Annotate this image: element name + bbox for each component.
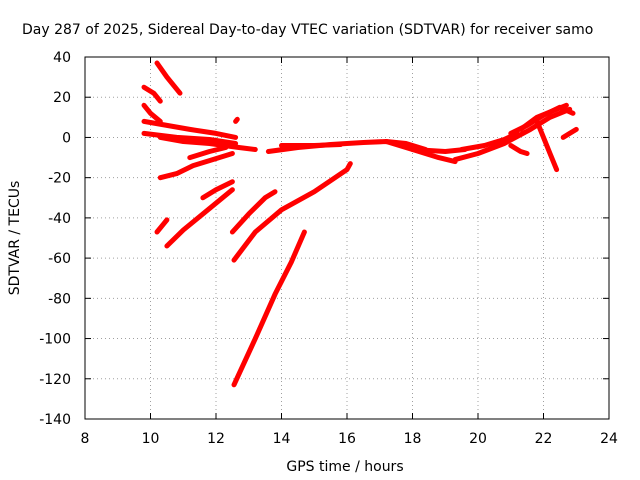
chart-title: Day 287 of 2025, Sidereal Day-to-day VTE… <box>22 22 593 38</box>
data-arc-arc-12 <box>410 147 468 154</box>
x-tick-label: 22 <box>535 431 553 447</box>
y-tick-labels: 40 20 0 -20 -40 -60 -80 -100 -120 -140 <box>39 50 71 428</box>
y-tick-label: -80 <box>48 291 71 307</box>
data-arc-arc-22 <box>200 179 235 201</box>
data-arc-arc-4 <box>141 118 239 140</box>
data-arc-arc-24 <box>231 161 353 263</box>
axis-ticks <box>84 56 610 420</box>
data-arc-arc-1 <box>154 60 183 96</box>
x-tick-label: 12 <box>207 431 225 447</box>
y-tick-label: 40 <box>53 50 71 66</box>
data-arc-arc-17 <box>508 143 530 156</box>
y-tick-label: -40 <box>48 211 71 227</box>
data-arc-arc-25 <box>231 229 307 388</box>
y-tick-label: 20 <box>53 90 71 106</box>
data-arc-arc-7 <box>157 151 235 181</box>
x-tick-label: 24 <box>600 431 618 447</box>
y-tick-label: -120 <box>39 372 71 388</box>
data-arc-arc-18 <box>534 118 560 173</box>
data-arc-arc-13 <box>452 106 573 163</box>
data-arc-arc-14 <box>459 130 520 152</box>
data-arc-arc-20 <box>154 217 170 235</box>
y-tick-label: -20 <box>48 171 71 187</box>
y-tick-label: -140 <box>39 412 71 428</box>
y-tick-label: 0 <box>62 130 71 146</box>
data-arc-arc-8 <box>187 145 229 161</box>
x-tick-label: 14 <box>273 431 291 447</box>
data-arc-arc-6 <box>157 134 258 152</box>
data-arc-arc-26 <box>233 116 240 124</box>
x-tick-label: 16 <box>338 431 356 447</box>
x-tick-label: 10 <box>142 431 160 447</box>
x-axis-label: GPS time / hours <box>286 459 403 475</box>
data-arc-arc-2 <box>141 84 163 104</box>
data-arc-arc-16 <box>518 102 569 132</box>
data-arc-arc-10 <box>279 142 343 148</box>
data-series <box>141 60 579 388</box>
y-tick-label: -60 <box>48 251 71 267</box>
x-tick-label: 8 <box>81 431 90 447</box>
y-axis-label: SDTVAR / TECUs <box>7 181 23 296</box>
x-tick-label: 20 <box>469 431 487 447</box>
x-tick-labels: 8 10 12 14 16 18 20 22 24 <box>81 431 618 447</box>
grid <box>85 57 609 419</box>
data-arc-arc-21 <box>164 187 235 249</box>
data-arc-arc-23 <box>229 189 278 235</box>
data-arc-arc-19 <box>560 126 579 140</box>
y-tick-label: -100 <box>39 332 71 348</box>
data-arc-arc-11 <box>383 139 458 165</box>
data-arc-arc-3 <box>141 102 163 124</box>
x-tick-label: 18 <box>404 431 422 447</box>
